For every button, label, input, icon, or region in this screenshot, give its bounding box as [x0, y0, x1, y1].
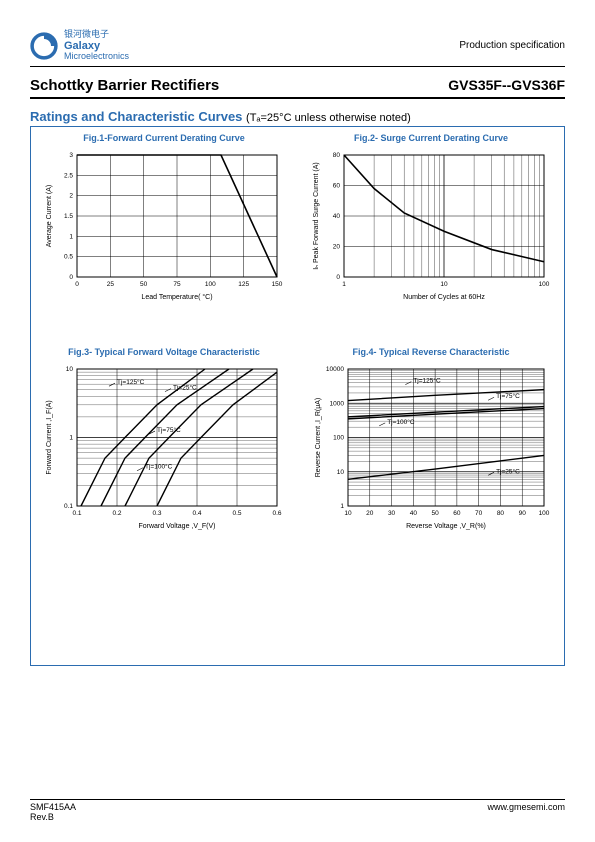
svg-text:50: 50 — [431, 510, 439, 517]
svg-text:0.5: 0.5 — [232, 510, 241, 517]
svg-text:2.5: 2.5 — [64, 172, 73, 179]
svg-text:100: 100 — [333, 434, 344, 441]
svg-text:100: 100 — [539, 510, 550, 517]
svg-text:1: 1 — [340, 503, 344, 510]
svg-text:3: 3 — [69, 152, 73, 159]
section-title-text: Ratings and Characteristic Curves — [30, 109, 242, 124]
svg-text:10: 10 — [440, 281, 448, 288]
svg-text:Tj=100°C: Tj=100°C — [387, 418, 415, 426]
fig3-cell: Fig.3- Typical Forward Voltage Character… — [39, 347, 289, 546]
svg-text:0.2: 0.2 — [112, 510, 121, 517]
svg-text:75: 75 — [173, 281, 181, 288]
page-header: 银河微电子 Galaxy Microelectronics Production… — [30, 30, 565, 67]
svg-text:25: 25 — [107, 281, 115, 288]
fig4-cell: Fig.4- Typical Reverse Characteristic 10… — [306, 347, 556, 546]
svg-text:150: 150 — [272, 281, 283, 288]
svg-text:40: 40 — [410, 510, 418, 517]
fig4-chart: 102030405060708090100110100100010000Tj=1… — [306, 361, 556, 541]
fig3-chart: 0.1 0.2 0.3 0.4 0.5 0.6 0.1 1 10 Tj=125°C Tj=25°C T… — [39, 361, 289, 541]
product-title: Schottky Barrier Rectifiers — [30, 77, 219, 94]
svg-text:20: 20 — [333, 243, 341, 250]
svg-text:1.5: 1.5 — [64, 213, 73, 220]
svg-text:0.3: 0.3 — [152, 510, 161, 517]
svg-text:Forward Voltage ,V_F(V): Forward Voltage ,V_F(V) — [138, 523, 215, 530]
svg-text:100: 100 — [205, 281, 216, 288]
fig2-chart: 1 10 100 0 20 40 60 80 Number of Cycles at 60Hz I… — [306, 147, 556, 312]
svg-text:Tj=125°C: Tj=125°C — [117, 378, 145, 386]
svg-text:0: 0 — [336, 274, 340, 281]
svg-text:10: 10 — [66, 366, 74, 373]
svg-text:40: 40 — [333, 213, 341, 220]
fig2-cell: Fig.2- Surge Current Derating Curve 1101… — [306, 133, 556, 317]
svg-text:10000: 10000 — [326, 366, 344, 373]
fig2-title: Fig.2- Surge Current Derating Curve — [306, 133, 556, 143]
svg-text:1: 1 — [69, 233, 73, 240]
svg-text:10: 10 — [344, 510, 352, 517]
svg-text:Tj=75°C: Tj=75°C — [496, 392, 520, 400]
svg-text:0: 0 — [69, 274, 73, 281]
svg-text:0.6: 0.6 — [272, 510, 281, 517]
svg-text:60: 60 — [333, 182, 341, 189]
section-title: Ratings and Characteristic Curves (Tₐ=25… — [30, 109, 565, 124]
svg-text:50: 50 — [140, 281, 148, 288]
svg-text:0.1: 0.1 — [72, 510, 81, 517]
fig1-cell: Fig.1-Forward Current Derating Curve 025… — [39, 133, 289, 317]
logo-cn-text: 银河微电子 — [64, 30, 129, 40]
svg-text:1: 1 — [69, 434, 73, 441]
svg-text:80: 80 — [497, 510, 505, 517]
footer-rev: Rev.B — [30, 812, 76, 822]
svg-text:100: 100 — [539, 281, 550, 288]
svg-text:125: 125 — [238, 281, 249, 288]
svg-text:70: 70 — [475, 510, 483, 517]
fig1-chart: 0 25 50 75 100 125 150 0 0.5 1 1.5 2 2.5 3 Lead Temper… — [39, 147, 289, 312]
part-number: GVS35F--GVS36F — [448, 77, 565, 93]
production-spec-label: Production specification — [459, 40, 565, 51]
svg-text:Iₕ Peak Forward Surge Current: Iₕ Peak Forward Surge Current (A) — [313, 162, 320, 269]
title-bar: Schottky Barrier Rectifiers GVS35F--GVS3… — [30, 71, 565, 99]
fig3-title: Fig.3- Typical Forward Voltage Character… — [39, 347, 289, 357]
svg-text:Lead Temperature( °C): Lead Temperature( °C) — [141, 293, 212, 301]
svg-text:Average Current (A): Average Current (A) — [46, 185, 53, 248]
svg-text:1: 1 — [342, 281, 346, 288]
svg-text:80: 80 — [333, 152, 341, 159]
svg-text:10: 10 — [337, 469, 345, 476]
logo: 银河微电子 Galaxy Microelectronics — [30, 30, 129, 62]
charts-container: Fig.1-Forward Current Derating Curve 025… — [30, 126, 565, 666]
svg-text:1000: 1000 — [330, 400, 345, 407]
page-footer: SMF415AA Rev.B www.gmesemi.com — [30, 799, 565, 822]
logo-en2-text: Microelectronics — [64, 52, 129, 62]
svg-text:0.1: 0.1 — [64, 503, 73, 510]
footer-url: www.gmesemi.com — [487, 802, 565, 822]
svg-text:Tj=25°C: Tj=25°C — [496, 467, 520, 475]
svg-text:Number of Cycles at 60Hz: Number of Cycles at 60Hz — [403, 294, 485, 301]
footer-code: SMF415AA — [30, 802, 76, 812]
svg-text:Tj=25°C: Tj=25°C — [173, 383, 197, 391]
svg-text:20: 20 — [366, 510, 374, 517]
svg-text:90: 90 — [519, 510, 527, 517]
svg-text:Reverse Voltage ,V_R(%): Reverse Voltage ,V_R(%) — [406, 523, 486, 530]
svg-text:60: 60 — [453, 510, 461, 517]
svg-text:2: 2 — [69, 193, 73, 200]
section-condition: (Tₐ=25°C unless otherwise noted) — [246, 112, 411, 124]
svg-text:30: 30 — [388, 510, 396, 517]
svg-text:Reverse Current ,I_R(μA): Reverse Current ,I_R(μA) — [315, 398, 322, 478]
fig1-title: Fig.1-Forward Current Derating Curve — [39, 133, 289, 143]
svg-text:Tj=125°C: Tj=125°C — [413, 377, 441, 385]
svg-text:Tj=75°C: Tj=75°C — [157, 426, 181, 434]
fig4-title: Fig.4- Typical Reverse Characteristic — [306, 347, 556, 357]
svg-text:0.4: 0.4 — [192, 510, 201, 517]
svg-text:Forward Current ,I_F(A): Forward Current ,I_F(A) — [46, 400, 53, 474]
galaxy-logo-icon — [30, 32, 58, 60]
svg-text:Tj=100°C: Tj=100°C — [145, 463, 173, 471]
svg-text:0.5: 0.5 — [64, 254, 73, 261]
svg-text:0: 0 — [75, 281, 79, 288]
